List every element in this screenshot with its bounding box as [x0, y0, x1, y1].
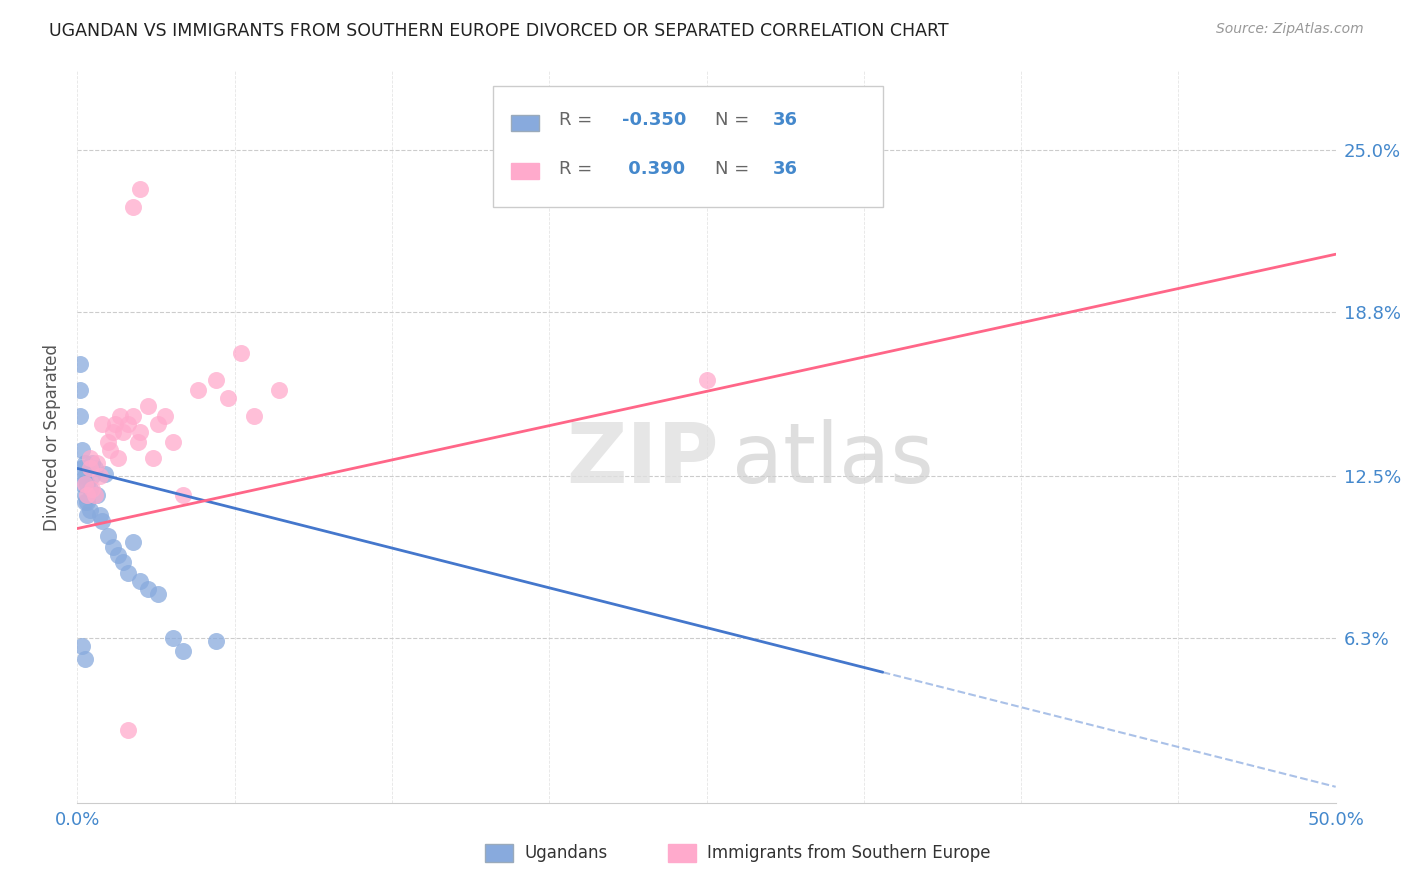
Point	[76, 477, 98, 491]
Point	[72, 461, 94, 475]
Point	[129, 574, 152, 588]
Point	[204, 633, 226, 648]
Point	[72, 443, 94, 458]
Point	[121, 200, 143, 214]
Point	[111, 425, 134, 439]
Point	[121, 534, 143, 549]
Point	[127, 435, 149, 450]
Point	[69, 409, 91, 424]
Point	[136, 399, 159, 413]
Point	[117, 566, 139, 580]
Point	[146, 417, 169, 431]
Point	[76, 495, 98, 509]
Point	[94, 467, 117, 481]
Point	[187, 383, 209, 397]
Point	[79, 461, 101, 475]
Point	[172, 487, 194, 501]
Point	[73, 487, 96, 501]
Point	[117, 417, 139, 431]
Point	[84, 487, 107, 501]
Point	[82, 483, 104, 497]
Point	[86, 456, 108, 470]
Point	[142, 450, 165, 465]
Y-axis label: Divorced or Separated: Divorced or Separated	[44, 343, 62, 531]
Text: Immigrants from Southern Europe: Immigrants from Southern Europe	[707, 844, 991, 862]
Text: R =: R =	[560, 160, 605, 178]
Point	[79, 483, 101, 497]
Point	[136, 582, 159, 596]
Point	[121, 409, 143, 424]
Point	[108, 409, 131, 424]
Point	[101, 425, 124, 439]
Text: 0.390: 0.390	[623, 160, 685, 178]
Point	[76, 508, 98, 523]
Point	[267, 383, 290, 397]
Point	[155, 409, 177, 424]
Point	[107, 450, 129, 465]
Point	[73, 495, 96, 509]
Point	[129, 425, 152, 439]
Point	[162, 435, 184, 450]
Point	[204, 373, 226, 387]
Text: atlas: atlas	[731, 418, 934, 500]
Text: ZIP: ZIP	[567, 418, 718, 500]
Point	[146, 587, 169, 601]
Bar	[512, 163, 538, 179]
Point	[73, 456, 96, 470]
Point	[696, 373, 718, 387]
Text: N =: N =	[716, 112, 755, 129]
Point	[98, 443, 121, 458]
Point	[89, 508, 111, 523]
Point	[229, 346, 252, 360]
Text: Ugandans: Ugandans	[524, 844, 607, 862]
Point	[129, 182, 152, 196]
Bar	[485, 844, 513, 862]
Point	[111, 556, 134, 570]
Text: 36: 36	[773, 112, 799, 129]
Text: 36: 36	[773, 160, 799, 178]
Point	[217, 391, 239, 405]
Point	[107, 548, 129, 562]
Point	[73, 469, 96, 483]
Point	[86, 487, 108, 501]
Bar	[512, 114, 538, 130]
Point	[117, 723, 139, 737]
Point	[162, 632, 184, 646]
Point	[84, 461, 107, 475]
Point	[79, 503, 101, 517]
Point	[96, 529, 118, 543]
Text: -0.350: -0.350	[623, 112, 686, 129]
Point	[91, 417, 114, 431]
Point	[76, 487, 98, 501]
Point	[101, 540, 124, 554]
FancyBboxPatch shape	[492, 86, 883, 207]
Text: N =: N =	[716, 160, 755, 178]
Point	[73, 652, 96, 666]
Point	[79, 450, 101, 465]
Text: Source: ZipAtlas.com: Source: ZipAtlas.com	[1216, 22, 1364, 37]
Point	[72, 639, 94, 653]
Point	[172, 644, 194, 658]
Point	[82, 456, 104, 470]
Point	[69, 357, 91, 371]
Bar	[668, 844, 696, 862]
Point	[96, 435, 118, 450]
Point	[69, 383, 91, 397]
Text: R =: R =	[560, 112, 599, 129]
Text: UGANDAN VS IMMIGRANTS FROM SOUTHERN EUROPE DIVORCED OR SEPARATED CORRELATION CHA: UGANDAN VS IMMIGRANTS FROM SOUTHERN EURO…	[49, 22, 949, 40]
Point	[104, 417, 127, 431]
Point	[72, 477, 94, 491]
Point	[242, 409, 264, 424]
Point	[89, 469, 111, 483]
Point	[73, 477, 96, 491]
Point	[82, 469, 104, 483]
Point	[91, 514, 114, 528]
